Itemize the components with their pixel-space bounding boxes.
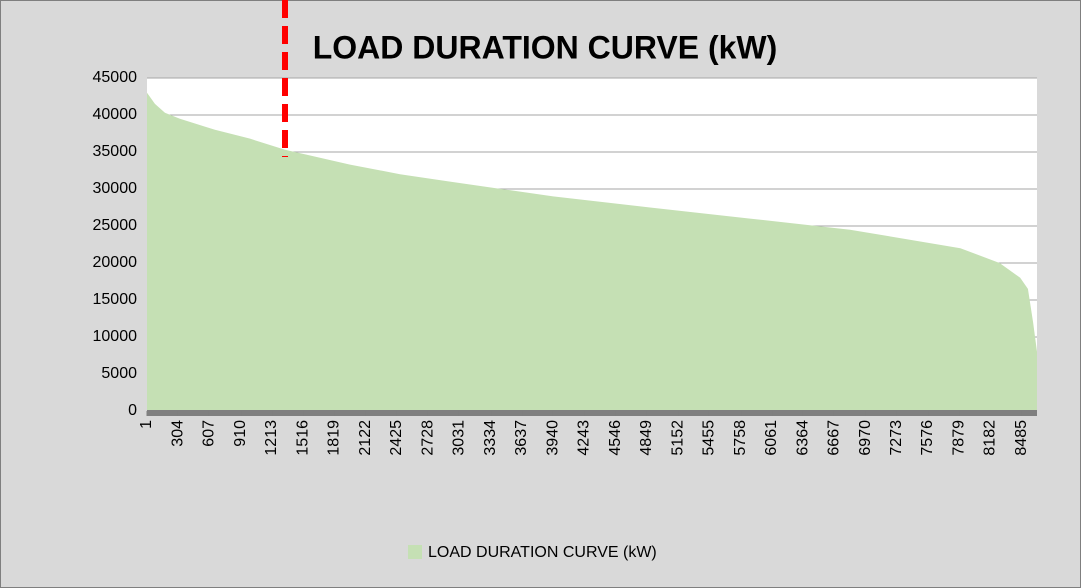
y-tick-label: 45000 (93, 69, 138, 86)
x-tick-label: 1213 (263, 420, 280, 456)
x-tick-label: 4546 (607, 420, 624, 456)
x-tick-label: 6667 (826, 420, 843, 456)
chart-title: LOAD DURATION CURVE (kW) (313, 29, 778, 65)
y-tick-label: 25000 (93, 217, 138, 234)
x-tick-label: 7576 (919, 420, 936, 456)
plot-layer (147, 77, 1037, 412)
y-tick-label: 5000 (101, 365, 137, 382)
x-tick-label: 7273 (888, 420, 905, 456)
x-tick-label: 304 (169, 420, 186, 447)
x-tick-label: 2425 (388, 420, 405, 456)
y-tick-label: 30000 (93, 180, 138, 197)
x-tick-label: 6970 (857, 420, 874, 456)
x-tick-label: 1516 (294, 420, 311, 456)
x-tick-label: 5152 (669, 420, 686, 456)
x-tick-label: 5758 (732, 420, 749, 456)
x-tick-label: 7879 (950, 420, 967, 456)
x-tick-label: 5455 (701, 420, 718, 456)
x-tick-label: 4243 (576, 420, 593, 456)
x-tick-label: 6061 (763, 420, 780, 456)
y-tick-label: 10000 (93, 328, 138, 345)
x-tick-label: 8182 (982, 420, 999, 456)
x-tick-label: 607 (201, 420, 218, 447)
x-tick-label: 3031 (451, 420, 468, 456)
x-tick-label: 3637 (513, 420, 530, 456)
y-tick-label: 15000 (93, 291, 138, 308)
x-axis (147, 410, 1037, 416)
x-tick-label: 1819 (326, 420, 343, 456)
y-tick-label: 40000 (93, 106, 138, 123)
x-tick-label: 6364 (794, 420, 811, 456)
x-tick-label: 2122 (357, 420, 374, 456)
x-tick-label: 4849 (638, 420, 655, 456)
y-tick-label: 35000 (93, 143, 138, 160)
x-tick-label: 910 (232, 420, 249, 447)
legend-swatch (408, 545, 422, 559)
x-tick-label: 1 (138, 420, 155, 429)
x-tick-label: 3334 (482, 420, 499, 456)
x-tick-label: 2728 (419, 420, 436, 456)
legend-label: LOAD DURATION CURVE (kW) (428, 544, 657, 561)
x-tick-label: 8485 (1013, 420, 1030, 456)
y-tick-label: 0 (128, 402, 137, 419)
y-tick-label: 20000 (93, 254, 138, 271)
area (147, 92, 1037, 412)
x-tick-label: 3940 (544, 420, 561, 456)
